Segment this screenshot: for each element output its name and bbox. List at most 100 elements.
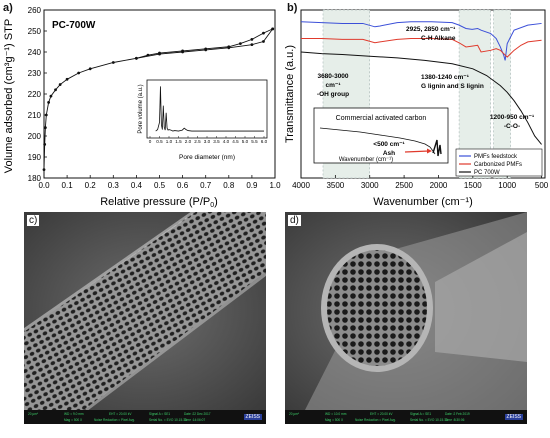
cac-inset-ash-spike bbox=[432, 139, 442, 157]
pore-inset-xlabel: Pore diameter (nm) bbox=[179, 154, 235, 161]
isotherm-desorption-point bbox=[262, 31, 265, 35]
pore-inset-xtick-label: 3.5 bbox=[213, 139, 220, 144]
sem-c-databar: 20 µm* WD = 9.0 mm EHT = 20.00 kV Signal… bbox=[24, 410, 266, 424]
ftir-series-line bbox=[301, 38, 542, 58]
ftir-xtick-label: 2500 bbox=[395, 181, 413, 190]
isotherm-adsorption-point bbox=[49, 94, 53, 98]
isotherm-xtick-label: 0.4 bbox=[131, 181, 143, 190]
annot-ch-alkane: 2925, 2850 cm⁻¹ bbox=[406, 26, 455, 33]
isotherm-adsorption-point bbox=[88, 67, 92, 71]
isotherm-adsorption-point bbox=[43, 126, 47, 129]
ftir-series-line bbox=[300, 21, 542, 61]
pore-inset-xtick-label: 2.0 bbox=[185, 139, 192, 144]
isotherm-desorption-point bbox=[250, 38, 254, 41]
pore-inset-xtick-label: 0 bbox=[149, 139, 152, 144]
isotherm-desorption-point bbox=[271, 27, 275, 31]
isotherm-adsorption-point bbox=[65, 77, 69, 81]
isotherm-desorption-point bbox=[181, 49, 185, 53]
annot-co-sub: -C-O- bbox=[504, 123, 520, 130]
isotherm-xtick-label: 0.0 bbox=[38, 181, 50, 190]
annot-oh-unit: cm⁻¹ bbox=[326, 82, 341, 89]
isotherm-ytick-label: 250 bbox=[28, 27, 42, 36]
isotherm-desorption-point bbox=[204, 47, 208, 51]
isotherm-chart: PC-700W 0.0 0.1 0.2 0.3 0.4 0.5 0.6 0.7 0.8 0.9 1.… bbox=[3, 6, 281, 209]
sem-d-logo: ZEISS bbox=[504, 414, 523, 420]
ftir-ylabel: Transmittance (a.u.) bbox=[284, 45, 296, 143]
isotherm-ytick-label: 220 bbox=[28, 90, 42, 99]
isotherm-adsorption-point bbox=[111, 61, 115, 64]
sem-c-serial: Serial No. = EVO 10.15.11 bbox=[149, 418, 187, 422]
pore-inset-ylabel: Pore volume (a.u.) bbox=[138, 84, 144, 133]
pore-distribution-line bbox=[155, 86, 264, 132]
isotherm-ytick-label: 260 bbox=[28, 6, 42, 15]
annot-co: 1200-950 cm⁻¹ bbox=[490, 114, 534, 121]
cac-inset-title: Commercial activated carbon bbox=[336, 115, 427, 122]
isotherm-ytick-label: 190 bbox=[28, 153, 42, 162]
pore-inset-xtick-label: 5.5 bbox=[251, 139, 258, 144]
cac-inset-arrowhead bbox=[427, 148, 432, 154]
pore-inset-xtick-label: 1.5 bbox=[175, 139, 182, 144]
ftir-xtick-label: 3500 bbox=[326, 181, 344, 190]
pore-inset-xtick-label: 0.5 bbox=[156, 139, 163, 144]
sem-d-signal: Signal A = SE1 bbox=[410, 412, 432, 416]
isotherm-xtick-label: 0.6 bbox=[177, 181, 189, 190]
sem-d-noise: Noise Reduction = Pixel Avg. bbox=[355, 418, 396, 422]
isotherm-xlabel-main: Relative pressure (P/P bbox=[100, 196, 210, 208]
sem-c-date: Date :22 Dec 2017 bbox=[184, 412, 211, 416]
sem-c-label: c) bbox=[27, 215, 40, 226]
isotherm-adsorption-line bbox=[43, 28, 274, 170]
sem-image-c: c) 20 µm* WD = 9.0 mm EHT = 20.00 kV Sig… bbox=[24, 212, 266, 424]
isotherm-adsorption-point bbox=[44, 113, 48, 117]
isotherm-adsorption-point bbox=[262, 40, 265, 43]
annot-oh: 3680-3000 bbox=[317, 73, 348, 80]
ftir-series-line bbox=[300, 51, 542, 145]
pore-inset-xtick-label: 2.5 bbox=[194, 139, 201, 144]
annot-lignin: 1380-1240 cm⁻¹ bbox=[421, 74, 469, 81]
isotherm-adsorption-point bbox=[43, 143, 47, 146]
isotherm-xlabel-tail: ) bbox=[214, 196, 218, 208]
sem-c-noise: Noise Reduction = Pixel Avg. bbox=[94, 418, 135, 422]
isotherm-adsorption-point bbox=[77, 71, 81, 75]
isotherm-adsorption-point bbox=[58, 83, 62, 86]
cac-inset-annot: <500 cm⁻¹ bbox=[373, 141, 404, 148]
isotherm-desorption-point bbox=[227, 45, 231, 49]
sem-c-eht: EHT = 20.00 kV bbox=[109, 412, 132, 416]
isotherm-xtick-label: 0.5 bbox=[154, 181, 166, 190]
sem-d-time: Time :8:30:06 bbox=[445, 418, 465, 422]
cac-inset-annot-sub: Ash bbox=[383, 150, 395, 157]
cac-inset-curve bbox=[319, 127, 436, 155]
sem-c-logo: ZEISS bbox=[243, 414, 262, 420]
isotherm-title: PC-700W bbox=[52, 20, 96, 31]
sem-c-scale: 20 µm* bbox=[28, 412, 39, 416]
ftir-legend-label: Carbonized PMFs bbox=[474, 162, 522, 168]
pore-inset-xtick-label: 1.0 bbox=[166, 139, 173, 144]
pore-inset-xtick-label: 4.0 bbox=[223, 139, 230, 144]
isotherm-adsorption-point bbox=[54, 88, 57, 92]
ftir-xtick-label: 1500 bbox=[464, 181, 482, 190]
sem-d-mag: Mag = 500 X bbox=[325, 418, 344, 422]
isotherm-ytick-label: 180 bbox=[28, 174, 42, 183]
sem-c-mag: Mag = 500 X bbox=[64, 418, 83, 422]
isotherm-xtick-label: 0.9 bbox=[246, 181, 258, 190]
panel-b-label: b) bbox=[287, 2, 298, 14]
isotherm-xlabel-sub: 0 bbox=[210, 202, 214, 209]
ftir-plot-frame bbox=[300, 9, 546, 179]
panel-a-label: a) bbox=[3, 2, 13, 14]
cac-inset-arrow bbox=[404, 150, 430, 153]
sem-texture-c bbox=[24, 212, 266, 410]
pore-inset-xtick-label: 5.0 bbox=[242, 139, 249, 144]
isotherm-ytick-label: 230 bbox=[28, 69, 42, 78]
annot-oh-group: -OH group bbox=[317, 91, 349, 98]
isotherm-adsorption-point bbox=[47, 101, 51, 104]
sem-d-databar: 20 µm* WD = 10.0 mm EHT = 20.00 kV Signa… bbox=[285, 410, 527, 424]
sem-d-eht: EHT = 20.00 kV bbox=[370, 412, 393, 416]
ftir-xtick-label: 1000 bbox=[498, 181, 516, 190]
sem-c-signal: Signal A = SE1 bbox=[149, 412, 171, 416]
isotherm-xtick-label: 0.1 bbox=[62, 181, 74, 190]
cac-inset-xlabel: Wavenumber (cm⁻¹) bbox=[339, 157, 393, 163]
ftir-legend-label: PC 700W bbox=[474, 170, 500, 176]
isotherm-desorption-point bbox=[238, 42, 242, 45]
ftir-legend-label: PMFs feedstock bbox=[474, 154, 518, 160]
isotherm-desorption-point bbox=[158, 51, 161, 55]
isotherm-desorption-point bbox=[146, 53, 150, 57]
